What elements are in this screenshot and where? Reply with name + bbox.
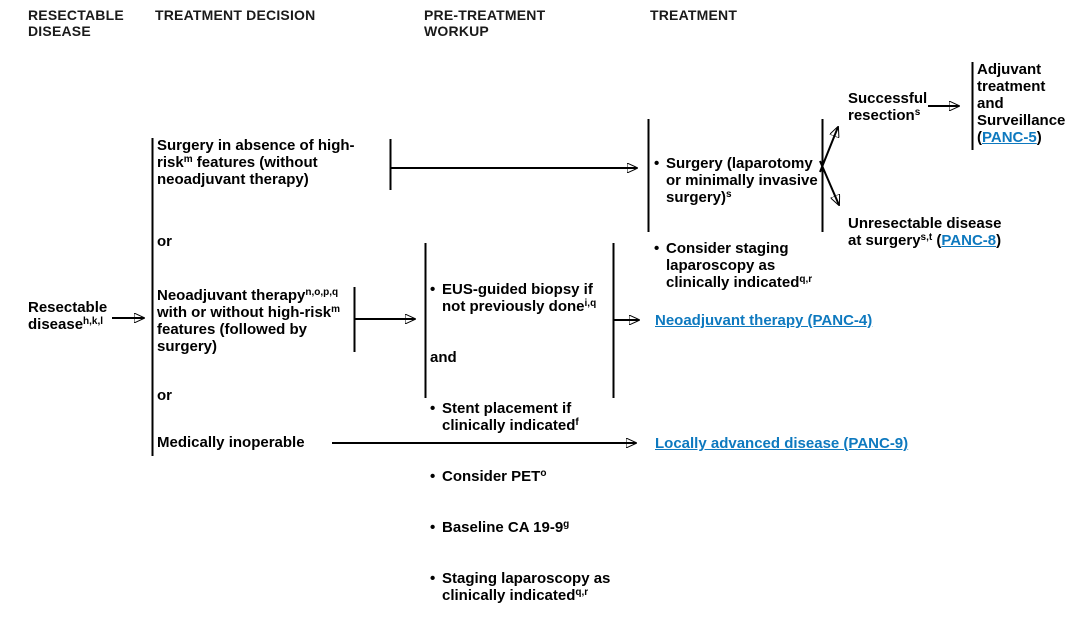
workup-item-stent: Stent placement if clinically indicatedf	[430, 400, 614, 434]
surgery-treatment-list: Surgery (laparotomy or minimally invasiv…	[654, 121, 826, 308]
adjuvant-text-suffix: )	[1036, 129, 1042, 146]
option-neoadjuvant-therapy: Neoadjuvant therapyn,o,p,q with or witho…	[157, 286, 341, 355]
adjuvant-text: Adjuvant treatment and Surveillance (	[977, 61, 1066, 146]
workup-item-pet: Consider PETo	[430, 468, 614, 485]
resectable-disease-node: Resectable diseaseh,k,l	[28, 299, 108, 333]
header-resectable-disease: RESECTABLE DISEASE	[28, 7, 124, 39]
surgery-item-laparotomy: Surgery (laparotomy or minimally invasiv…	[654, 155, 826, 206]
workup-item-ca19-9: Baseline CA 19-9g	[430, 519, 614, 536]
workup-item-staging-laparoscopy: Staging laparoscopy as clinically indica…	[430, 570, 614, 604]
adjuvant-treatment-node: Adjuvant treatment and Surveillance (PAN…	[977, 61, 1065, 146]
unresectable-text-suffix: )	[996, 232, 1002, 249]
unresectable-disease-node: Unresectable disease at surgerys,t (PANC…	[848, 215, 1001, 249]
workup-item-and: and	[430, 349, 457, 366]
option-surgery-without-neoadjuvant: Surgery in absence of high- riskm featur…	[157, 137, 355, 188]
option-medically-inoperable: Medically inoperable	[157, 434, 305, 451]
or-separator-2: or	[157, 387, 172, 404]
workup-item-eus-biopsy: EUS-guided biopsy if not previously done…	[430, 281, 614, 315]
unresectable-text: Unresectable disease at surgerys,t (	[848, 215, 1002, 249]
surgery-item-staging-laparoscopy: Consider staging laparoscopy as clinical…	[654, 240, 826, 291]
pretreatment-workup-list: EUS-guided biopsy if not previously done…	[430, 247, 614, 621]
neoadjuvant-therapy-panc4-link[interactable]: Neoadjuvant therapy (PANC-4)	[655, 312, 873, 329]
successful-resection-node: Successful resections	[848, 90, 928, 124]
locally-advanced-panc9-link[interactable]: Locally advanced disease (PANC-9)	[655, 435, 909, 452]
panc8-link[interactable]: PANC-8	[941, 232, 997, 249]
or-separator-1: or	[157, 233, 172, 250]
header-treatment: TREATMENT	[650, 7, 738, 23]
header-treatment-decision: TREATMENT DECISION	[155, 7, 316, 23]
flowchart-page: { "colors": { "link": "#0e79bf", "ink": …	[0, 0, 1080, 462]
header-pretreatment-workup: PRE-TREATMENT WORKUP	[424, 7, 546, 39]
panc5-link[interactable]: PANC-5	[982, 129, 1037, 146]
